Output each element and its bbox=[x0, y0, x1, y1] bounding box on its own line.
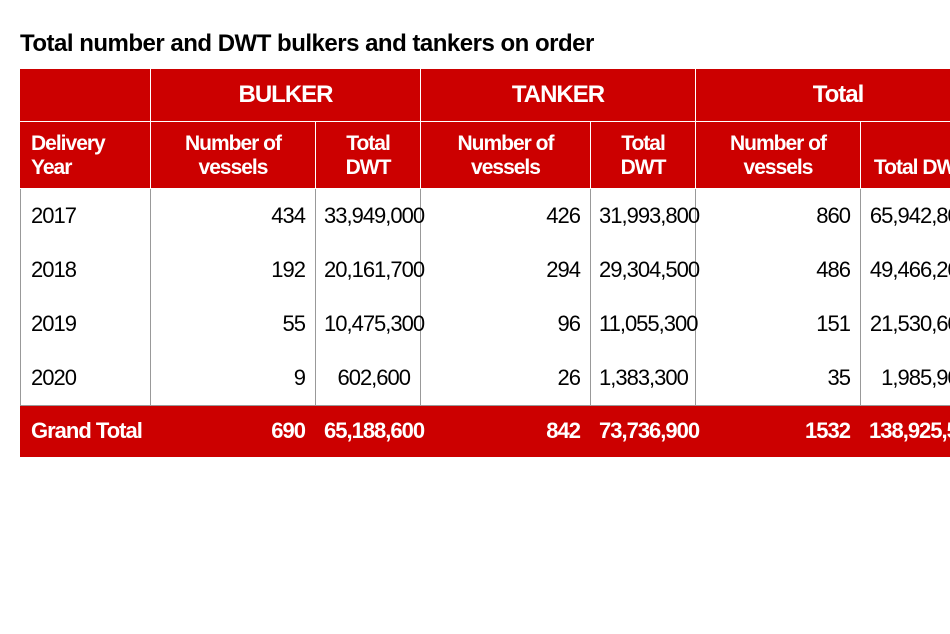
cell-tanker-dwt: 29,304,500 bbox=[591, 243, 696, 297]
table-title: Total number and DWT bulkers and tankers… bbox=[20, 30, 930, 58]
col-tanker-dwt: Total DWT bbox=[591, 122, 696, 189]
table-row: 2017 434 33,949,000 426 31,993,800 860 6… bbox=[21, 189, 950, 244]
orders-table: BULKER TANKER Total Delivery Year Number… bbox=[20, 68, 950, 457]
grand-tanker-n: 842 bbox=[421, 406, 591, 457]
cell-total-dwt: 21,530,600 bbox=[861, 297, 950, 351]
header-cols-row: Delivery Year Number of vessels Total DW… bbox=[21, 122, 950, 189]
cell-year: 2017 bbox=[21, 189, 151, 244]
grand-total-dwt: 138,925,500 bbox=[861, 406, 950, 457]
header-blank bbox=[21, 69, 151, 122]
cell-total-n: 151 bbox=[696, 297, 861, 351]
cell-tanker-n: 294 bbox=[421, 243, 591, 297]
cell-total-n: 35 bbox=[696, 351, 861, 406]
col-bulker-vessels: Number of vessels bbox=[151, 122, 316, 189]
cell-tanker-n: 96 bbox=[421, 297, 591, 351]
cell-bulker-dwt: 10,475,300 bbox=[316, 297, 421, 351]
cell-bulker-dwt: 33,949,000 bbox=[316, 189, 421, 244]
cell-year: 2018 bbox=[21, 243, 151, 297]
cell-tanker-n: 26 bbox=[421, 351, 591, 406]
header-group-row: BULKER TANKER Total bbox=[21, 69, 950, 122]
cell-bulker-n: 9 bbox=[151, 351, 316, 406]
header-group-total: Total bbox=[696, 69, 950, 122]
cell-bulker-dwt: 20,161,700 bbox=[316, 243, 421, 297]
cell-tanker-dwt: 1,383,300 bbox=[591, 351, 696, 406]
cell-bulker-n: 192 bbox=[151, 243, 316, 297]
cell-total-dwt: 1,985,900 bbox=[861, 351, 950, 406]
grand-total-label: Grand Total bbox=[21, 406, 151, 457]
cell-total-n: 486 bbox=[696, 243, 861, 297]
col-total-dwt: Total DWT bbox=[861, 122, 950, 189]
cell-year: 2020 bbox=[21, 351, 151, 406]
col-bulker-dwt: Total DWT bbox=[316, 122, 421, 189]
table-row: 2019 55 10,475,300 96 11,055,300 151 21,… bbox=[21, 297, 950, 351]
grand-bulker-dwt: 65,188,600 bbox=[316, 406, 421, 457]
cell-total-dwt: 65,942,800 bbox=[861, 189, 950, 244]
cell-year: 2019 bbox=[21, 297, 151, 351]
grand-total-n: 1532 bbox=[696, 406, 861, 457]
table-row: 2020 9 602,600 26 1,383,300 35 1,985,900 bbox=[21, 351, 950, 406]
cell-total-n: 860 bbox=[696, 189, 861, 244]
table-row: 2018 192 20,161,700 294 29,304,500 486 4… bbox=[21, 243, 950, 297]
grand-bulker-n: 690 bbox=[151, 406, 316, 457]
cell-bulker-n: 434 bbox=[151, 189, 316, 244]
grand-tanker-dwt: 73,736,900 bbox=[591, 406, 696, 457]
col-total-vessels: Number of vessels bbox=[696, 122, 861, 189]
cell-bulker-dwt: 602,600 bbox=[316, 351, 421, 406]
col-delivery-year: Delivery Year bbox=[21, 122, 151, 189]
cell-total-dwt: 49,466,200 bbox=[861, 243, 950, 297]
grand-total-row: Grand Total 690 65,188,600 842 73,736,90… bbox=[21, 406, 950, 457]
cell-tanker-dwt: 31,993,800 bbox=[591, 189, 696, 244]
header-group-bulker: BULKER bbox=[151, 69, 421, 122]
cell-tanker-n: 426 bbox=[421, 189, 591, 244]
col-tanker-vessels: Number of vessels bbox=[421, 122, 591, 189]
header-group-tanker: TANKER bbox=[421, 69, 696, 122]
cell-tanker-dwt: 11,055,300 bbox=[591, 297, 696, 351]
cell-bulker-n: 55 bbox=[151, 297, 316, 351]
